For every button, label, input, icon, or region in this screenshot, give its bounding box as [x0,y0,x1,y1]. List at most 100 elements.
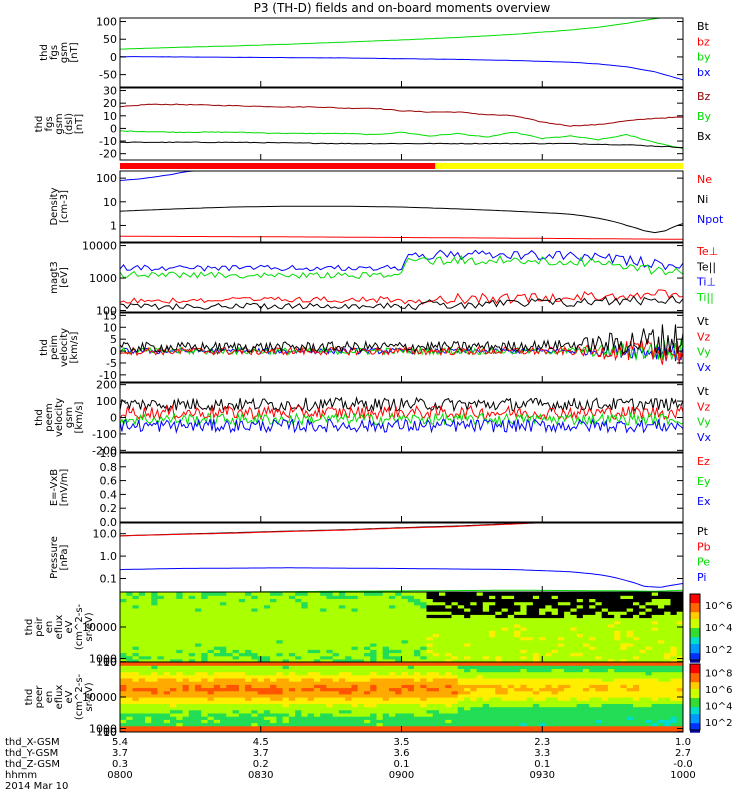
spectrogram-cell [357,601,365,606]
spectrogram-cell [126,668,134,673]
spectrogram-cell [476,722,484,727]
spectrogram-cell [545,728,553,732]
spectrogram-cell [532,662,540,666]
spectrogram-cell [320,719,328,724]
spectrogram-cell [476,620,484,625]
spectrogram-cell [320,655,328,660]
y-tick-label: 1.0 [100,550,118,563]
spectrogram-cell [276,687,284,692]
spectrogram-cell [495,655,503,660]
spectrogram-cell [345,712,353,717]
spectrogram-cell [138,697,146,701]
spectrogram-cell [676,684,683,689]
spectrogram-cell [439,639,446,644]
spectrogram-cell [614,595,622,599]
spectrogram-cell [432,607,440,612]
spectrogram-cell [313,595,321,599]
spectrogram-cell [439,658,446,662]
spectrogram-cell [520,642,528,647]
spectrogram-cell [213,681,221,685]
spectrogram-cell [489,674,496,679]
spectrogram-cell [132,592,140,596]
spectrogram-cell [351,709,359,714]
spectrogram-cell [338,636,346,641]
spectrogram-cell [414,665,421,669]
spectrogram-cell [464,719,471,724]
spectrogram-cell [614,652,622,657]
spectrogram-cell [626,728,634,732]
spectrogram-cell [182,674,190,679]
spectrogram-cell [420,693,428,698]
spectrogram-cell [582,620,590,625]
spectrogram-cell [295,668,303,673]
spectrogram-cell [439,681,446,685]
spectrogram-cell [626,677,634,682]
spectrogram-cell [651,633,659,638]
spectrogram-cell [570,719,578,724]
spectrogram-cell [176,592,184,596]
spectrogram-cell [407,627,415,631]
spectrogram-cell [607,595,615,599]
spectrogram-cell [457,611,465,615]
spectrogram-cell [188,697,196,701]
spectrogram-cell [301,677,309,682]
spectrogram-cell [207,652,215,657]
spectrogram-cell [351,630,359,634]
spectrogram-cell [489,658,496,662]
spectrogram-cell [645,642,653,647]
spectrogram-cell [633,639,640,644]
spectrogram-cell [226,716,234,720]
spectrogram-cell [170,662,177,666]
spectrogram-cell [132,652,140,657]
y-tick-label: -5 [106,357,117,370]
spectrogram-cell [601,690,609,695]
spectrogram-cell [589,595,597,599]
spectrogram-cell [514,617,521,622]
spectrogram-cell [551,674,559,679]
spectrogram-cell [376,668,384,673]
spectrogram-cell [301,633,309,638]
spectrogram-cell [539,687,546,692]
spectrogram-cell [607,665,615,669]
spectrogram-cell [514,662,521,666]
spectrogram-cell [207,598,215,603]
spectrogram-cell [120,684,127,689]
spectrogram-cell [332,646,340,650]
spectrogram-cell [658,697,665,701]
spectrogram-cell [407,630,415,634]
spectrogram-cell [520,716,528,720]
spectrogram-cell [414,722,421,727]
spectrogram-cell [545,604,553,609]
spectrogram-cell [445,598,453,603]
spectrogram-cell [407,642,415,647]
spectrogram-cell [376,614,384,619]
spectrogram-cell [614,687,622,692]
spectrogram-cell [595,642,603,647]
series-Vz [120,404,683,421]
spectrogram-cell [601,598,609,603]
spectrogram-cell [607,725,615,730]
spectrogram-cell [651,719,659,724]
spectrogram-cell [357,604,365,609]
spectrogram-cell [295,601,303,606]
spectrogram-cell [489,595,496,599]
spectrogram-cell [651,642,659,647]
spectrogram-cell [326,719,334,724]
spectrogram-cell [482,677,490,682]
spectrogram-cell [251,665,259,669]
spectrogram-cell [457,658,465,662]
spectrogram-cell [445,611,453,615]
spectrogram-cell [313,614,321,619]
spectrogram-cell [651,687,659,692]
spectrogram-cell [182,716,190,720]
spectrogram-cell [307,706,315,711]
spectrogram-cell [414,649,421,654]
spectrogram-cell [407,700,415,704]
spectrogram-cell [482,595,490,599]
spectrogram-cell [389,719,396,724]
spectrogram-cell [163,706,171,711]
spectrogram-cell [170,722,177,727]
spectrogram-cell [557,665,565,669]
spectrogram-cell [495,684,503,689]
